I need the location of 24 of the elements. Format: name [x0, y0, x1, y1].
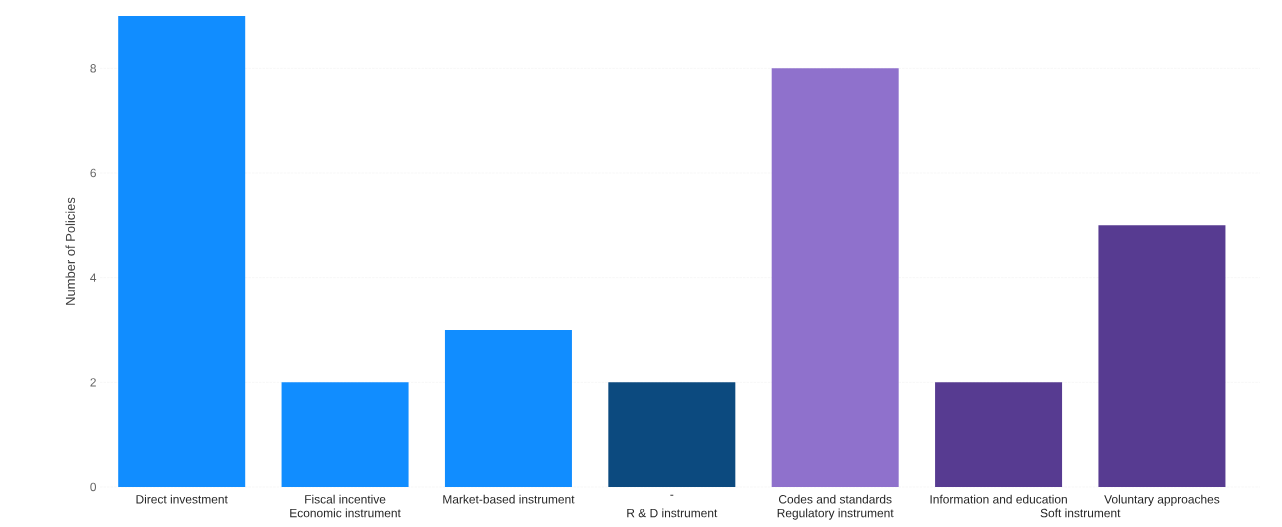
x-tick-label: Codes and standards — [778, 494, 892, 504]
y-tick-label: 4 — [90, 273, 97, 282]
x-tick-label: Information and education — [930, 494, 1067, 504]
bar — [118, 16, 246, 487]
y-tick-label: 6 — [90, 168, 96, 178]
y-tick-label: 0 — [90, 482, 97, 492]
x-tick-label: Market-based instrument — [443, 494, 575, 504]
x-tick-label: Voluntary approaches — [1104, 494, 1220, 506]
bar — [608, 382, 736, 487]
bar — [281, 382, 409, 487]
text: R & D instrument — [627, 508, 718, 518]
text: Soft instrument — [1040, 508, 1121, 518]
text: Economic instrument — [290, 508, 401, 518]
y-tick-label: 8 — [90, 64, 96, 73]
bar — [1098, 225, 1226, 487]
bar — [935, 382, 1063, 487]
x-tick-label: Direct investment — [136, 494, 228, 504]
bar — [771, 68, 899, 487]
text: Regulatory instrument — [777, 508, 894, 520]
y-tick-label: 2 — [90, 378, 96, 387]
x-tick-label: - — [670, 494, 674, 496]
x-tick-label: Fiscal incentive — [305, 494, 386, 504]
y-axis-title: Number of Policies — [65, 197, 75, 305]
bar — [444, 329, 572, 487]
